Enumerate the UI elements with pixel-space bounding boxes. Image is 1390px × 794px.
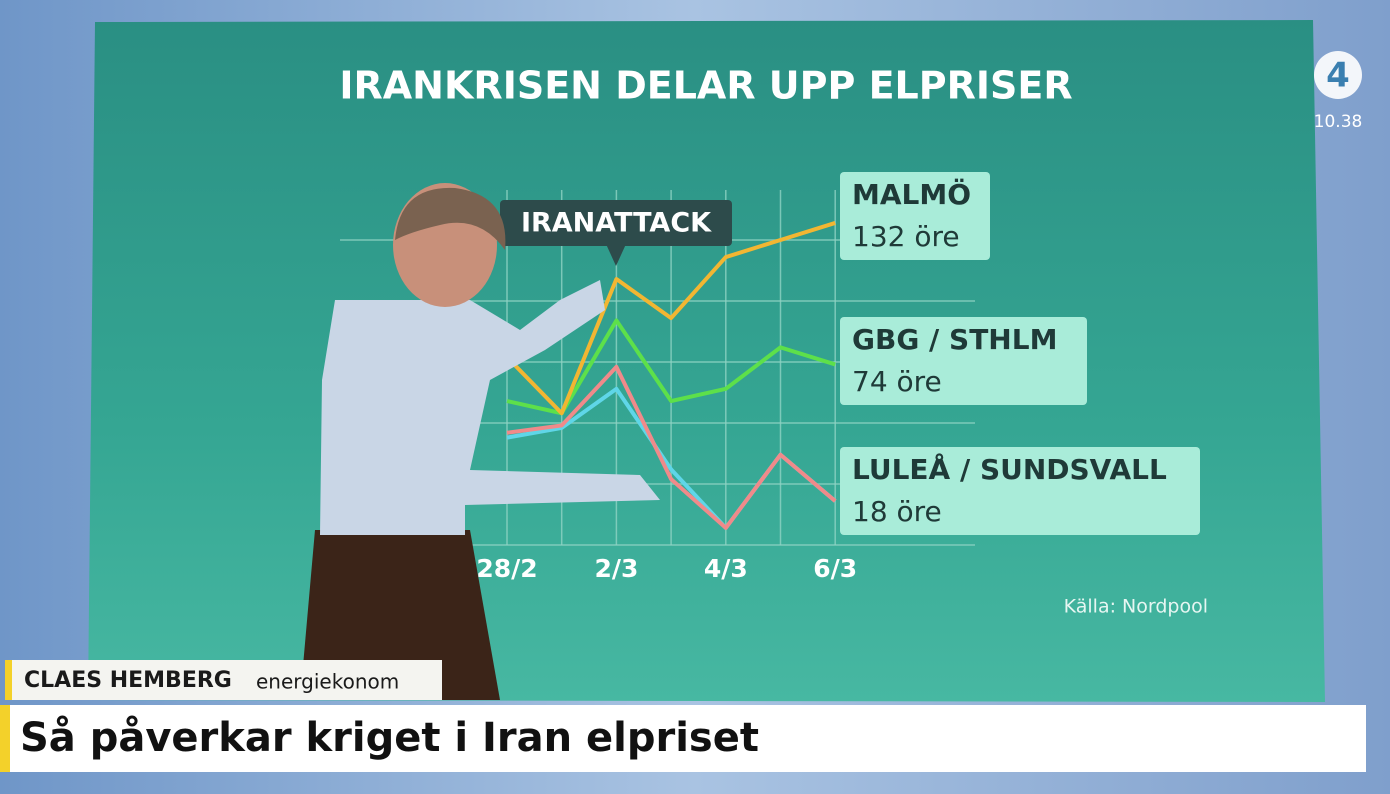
legend-entry: LULEÅ / SUNDSVALL (852, 452, 1167, 486)
accent (0, 705, 10, 772)
channel-number: 4 (1326, 56, 1350, 96)
person-role: energiekonom (256, 670, 399, 694)
person-name: CLAES HEMBERG (24, 668, 232, 693)
annotation: IRANATTACK (521, 208, 712, 239)
x-tick-label: 6/3 (813, 554, 857, 583)
accent (5, 660, 12, 700)
source-note: Källa: Nordpool (1064, 596, 1208, 618)
name-bar (5, 660, 442, 700)
legend-entry: MALMÖ (852, 177, 971, 211)
series-line (505, 221, 836, 416)
presenter (300, 183, 660, 700)
chart: IRANKRISEN DELAR UPP ELPRISER Källa: Nor… (300, 64, 1208, 700)
x-tick-label: 28/2 (476, 554, 537, 583)
headline: Så påverkar kriget i Iran elpriset (20, 714, 759, 761)
lower-third: CLAES HEMBERG energiekonom Så påverkar k… (0, 660, 1366, 772)
x-tick-label: 4/3 (704, 554, 748, 583)
label-box (840, 172, 990, 260)
x-tick-label: 2/3 (594, 554, 638, 583)
clock: 10.38 (1314, 112, 1363, 132)
channel-logo: 4 10.38 (1314, 51, 1363, 132)
value-label: 18 öre (852, 495, 942, 528)
series-line (506, 364, 837, 530)
label-box (840, 447, 1200, 535)
legend-entry: GBG / STHLM (852, 323, 1057, 356)
headline-bar (0, 705, 1366, 772)
annotation-pointer (606, 244, 626, 266)
annotation-box (500, 200, 732, 246)
chart-title: IRANKRISEN DELAR UPP ELPRISER (339, 64, 1072, 108)
value-label: 74 öre (852, 365, 942, 398)
label-box (840, 317, 1087, 405)
value-label: 132 öre (852, 220, 960, 253)
